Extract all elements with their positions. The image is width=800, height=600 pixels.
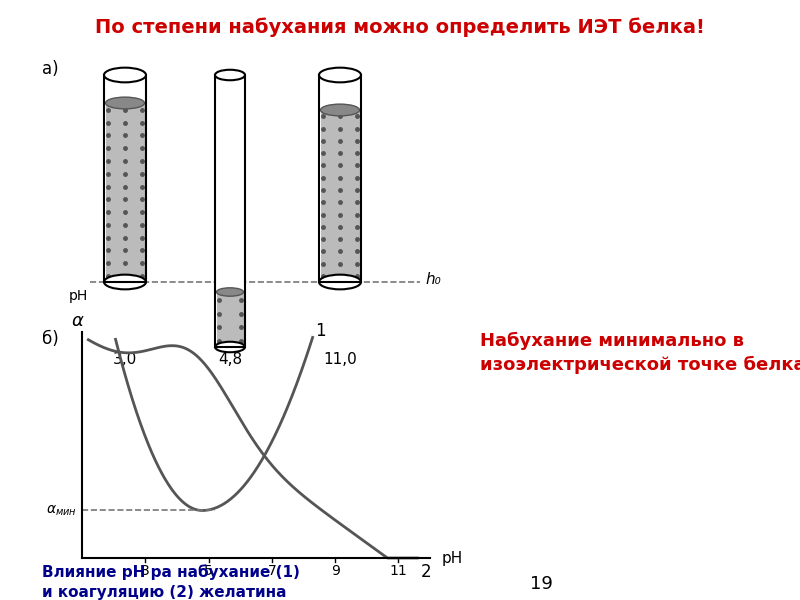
Text: 5: 5 [204,564,213,578]
Text: 2: 2 [420,563,431,581]
Bar [215,75,245,347]
Text: 19: 19 [530,575,553,593]
Ellipse shape [321,104,359,116]
Text: h₀: h₀ [425,272,441,287]
Text: $\alpha_{мин}$: $\alpha_{мин}$ [46,503,77,518]
Text: 9: 9 [330,564,339,578]
Bar [215,75,245,347]
Text: p I: p I [221,337,239,352]
Ellipse shape [319,275,361,289]
Text: 11: 11 [390,564,407,578]
Bar [106,103,145,282]
Ellipse shape [215,70,245,80]
Text: Набухание минимально в
изоэлектрической точке белка!: Набухание минимально в изоэлектрической … [480,332,800,374]
Ellipse shape [104,275,146,289]
Text: 3,0: 3,0 [113,352,137,367]
Ellipse shape [104,68,146,82]
Text: Влияние рН ра набухание (1)
и коагуляцию (2) желатина: Влияние рН ра набухание (1) и коагуляцию… [42,564,300,599]
Text: а): а) [42,60,58,78]
Text: б): б) [42,330,58,348]
Bar [104,75,146,282]
Bar [104,75,146,282]
Ellipse shape [215,342,245,352]
Ellipse shape [217,288,243,296]
Text: 4,8: 4,8 [218,352,242,367]
Bar [319,75,361,282]
Text: 7: 7 [267,564,276,578]
Text: 11,0: 11,0 [323,352,357,367]
Bar [319,75,361,282]
Bar [321,110,359,282]
Text: pH: pH [69,289,88,303]
Ellipse shape [106,97,145,109]
Text: α: α [71,312,83,330]
Bar [217,292,243,347]
Text: 1: 1 [314,322,326,340]
Ellipse shape [319,68,361,82]
Text: pH: pH [442,551,463,565]
Text: 3: 3 [141,564,150,578]
Text: По степени набухания можно определить ИЭТ белка!: По степени набухания можно определить ИЭ… [95,17,705,37]
